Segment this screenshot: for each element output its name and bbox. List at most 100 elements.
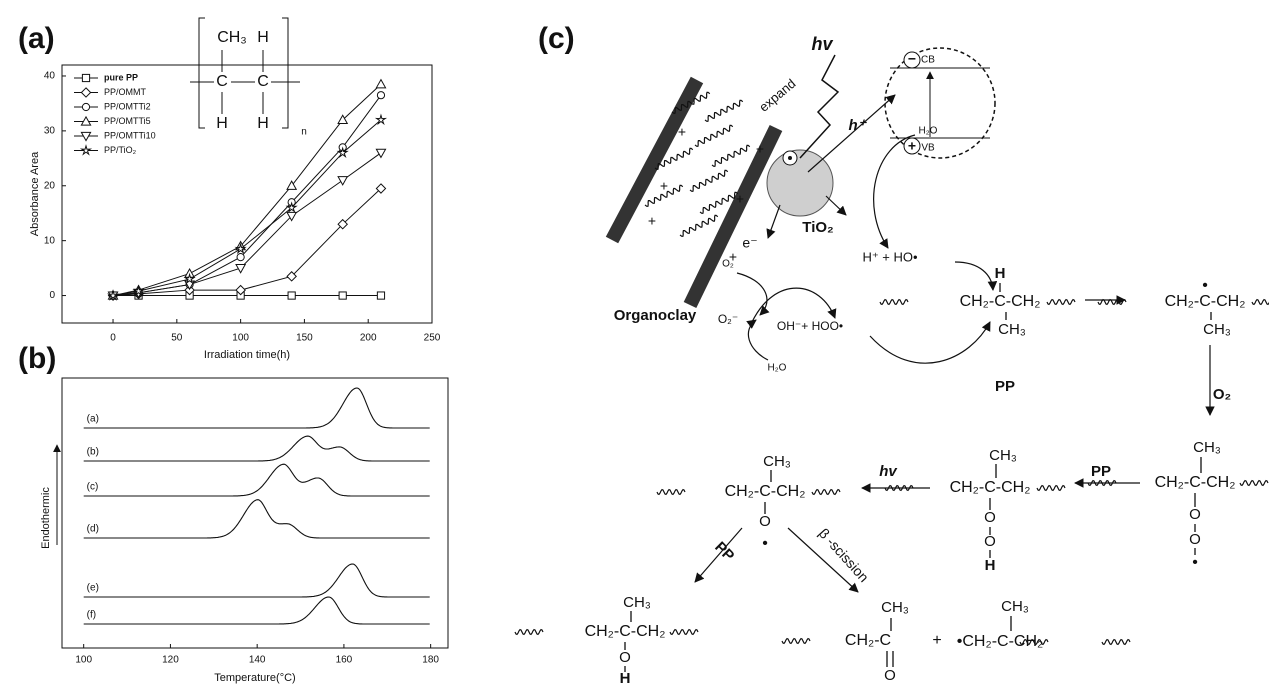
hole <box>903 137 921 155</box>
diagram-label: CB <box>921 55 935 66</box>
diagram-label: • <box>762 535 768 552</box>
x-tick-label: 150 <box>296 333 313 344</box>
curve-label: (b) <box>87 447 99 458</box>
wavy-line <box>656 488 686 496</box>
charge-label: + <box>648 213 656 229</box>
diagram-label: CH₂-C-CH₂ <box>950 479 1031 496</box>
electron-dot <box>788 156 792 160</box>
diagram-label: H⁺ + HO• <box>862 249 918 264</box>
marker <box>375 148 387 159</box>
diagram-label: CH₃ <box>998 321 1026 338</box>
arrow <box>869 321 991 364</box>
data-line <box>112 83 382 297</box>
diagram-label: CH₂-C-CH₂ <box>960 293 1041 310</box>
diagram-label: CH₃ <box>881 599 909 616</box>
plot-frame <box>61 377 449 649</box>
charge-label: + <box>660 178 668 194</box>
diagram-label: O <box>619 649 631 666</box>
x-tick-label: 160 <box>336 655 353 666</box>
diagram-label: O <box>984 533 996 550</box>
data-line <box>112 94 382 297</box>
diagram-label: CH₃ <box>1001 598 1029 615</box>
wavy-line <box>699 191 739 214</box>
diagram-label: H <box>620 670 631 686</box>
y-tick-label: 40 <box>44 71 56 82</box>
marker <box>374 113 388 126</box>
diagram-label: H₂O <box>768 363 787 374</box>
wavy-line <box>704 99 744 122</box>
wavy-line <box>671 91 711 114</box>
structure-label: C <box>257 73 269 90</box>
marker <box>106 289 120 301</box>
tio2-particle <box>766 149 834 217</box>
wavy-line <box>694 124 734 147</box>
diagram-label: •CH₂-C-CH₂ <box>957 633 1043 650</box>
wavy-line <box>884 484 914 492</box>
y-tick-label: 30 <box>44 126 56 137</box>
arrow <box>825 195 847 216</box>
photon <box>799 54 840 159</box>
diagram-label: CH₃ <box>989 447 1017 464</box>
wavy-line <box>781 637 811 645</box>
charge-label: + <box>736 191 744 207</box>
wavy-line <box>811 488 841 496</box>
arrow <box>766 204 781 239</box>
diagram-label: h⁺ <box>848 117 867 134</box>
electron <box>903 51 921 69</box>
marker <box>81 73 91 83</box>
marker <box>285 201 298 213</box>
y-axis-label: Endothermic <box>40 487 52 549</box>
diagram-label: hv <box>811 34 833 54</box>
marker <box>235 284 246 296</box>
y-tick-label: 20 <box>44 180 56 191</box>
marker <box>286 271 297 282</box>
arrow <box>807 94 896 173</box>
diagram-label: O <box>884 667 896 684</box>
structure-label: n <box>301 127 307 138</box>
legend-label: PP/OMTTi2 <box>104 101 151 111</box>
marker <box>375 183 387 194</box>
wavy-line <box>1036 484 1066 492</box>
marker <box>337 218 348 230</box>
marker <box>80 131 92 142</box>
x-tick-label: 250 <box>424 333 441 344</box>
x-tick-label: 100 <box>232 333 249 344</box>
diagram-label: CH₂-C <box>845 632 891 649</box>
diagram-label: CH₃ <box>1203 321 1231 338</box>
x-axis-label: Temperature(°C) <box>214 672 295 684</box>
structure-bond <box>282 17 289 129</box>
wavy-line <box>1239 479 1269 487</box>
curve-label: (d) <box>87 524 99 535</box>
marker <box>376 91 386 100</box>
diagram-label: CH₃ <box>1193 439 1221 456</box>
structure-label: CH₃ <box>217 29 247 46</box>
curve-label: (e) <box>87 583 99 594</box>
charge-label: + <box>729 249 737 265</box>
diagram-label: PP <box>1091 463 1111 480</box>
dsc-curve <box>83 563 430 598</box>
legend-label: PP/TiO₂ <box>104 145 137 155</box>
wavy-line <box>669 628 699 636</box>
panel-label: (b) <box>18 342 56 375</box>
structure-label: C <box>216 73 228 90</box>
x-tick-label: 200 <box>360 333 377 344</box>
wavy-line <box>679 214 719 237</box>
wavy-line <box>1019 638 1049 646</box>
marker <box>337 114 349 124</box>
arrow <box>746 319 769 361</box>
marker <box>375 78 387 89</box>
marker <box>337 176 349 186</box>
diagram-label: O₂⁻ <box>718 312 738 326</box>
x-tick-label: 100 <box>75 655 92 666</box>
wavy-line <box>1087 479 1117 487</box>
arrow <box>751 287 837 323</box>
charge-label: + <box>756 141 764 157</box>
diagram-label: TiO₂ <box>802 219 833 236</box>
marker <box>80 115 92 126</box>
diagram-label: O₂ <box>1213 386 1231 403</box>
y-axis-label: Absorbance Area <box>29 151 41 236</box>
diagram-label: H₂O <box>919 126 938 137</box>
diagram-label: Organoclay <box>614 307 697 324</box>
wavy-line <box>879 298 909 306</box>
wavy-line <box>1046 298 1076 306</box>
